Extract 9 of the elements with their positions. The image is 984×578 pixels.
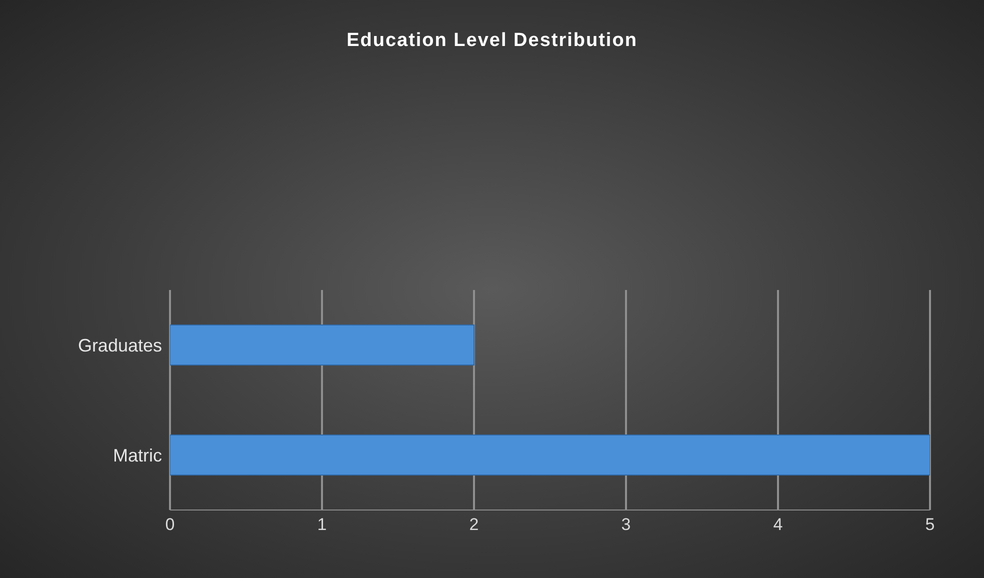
chart-title: Education Level Destribution <box>346 30 638 52</box>
x-tick-label: 1 <box>317 515 327 534</box>
x-tick-label: 3 <box>621 515 631 534</box>
x-tick-label: 4 <box>773 515 783 534</box>
y-tick-label: Graduates <box>78 335 162 356</box>
x-tick-label: 2 <box>469 515 479 534</box>
y-tick-label: Matric <box>113 445 162 466</box>
x-tick-label: 5 <box>925 515 935 534</box>
x-tick-label: 0 <box>165 515 175 534</box>
